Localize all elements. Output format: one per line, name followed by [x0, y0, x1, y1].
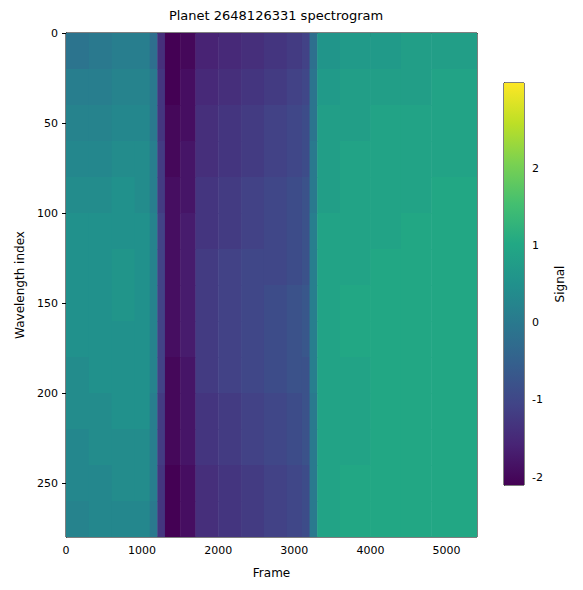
svg-text:Signal: Signal	[553, 266, 567, 303]
svg-text:0: 0	[51, 27, 58, 40]
svg-text:200: 200	[37, 387, 58, 400]
svg-text:-2: -2	[532, 471, 543, 484]
svg-text:50: 50	[44, 117, 58, 130]
svg-text:0: 0	[532, 316, 539, 329]
svg-text:Wavelength index: Wavelength index	[13, 231, 27, 339]
svg-text:-1: -1	[532, 393, 543, 406]
svg-text:2: 2	[532, 162, 539, 175]
svg-text:4000: 4000	[356, 544, 384, 557]
svg-text:100: 100	[37, 207, 58, 220]
svg-text:3000: 3000	[280, 544, 308, 557]
svg-text:1: 1	[532, 239, 539, 252]
svg-text:150: 150	[37, 297, 58, 310]
svg-text:2000: 2000	[204, 544, 232, 557]
svg-text:Planet 2648126331 spectrogram: Planet 2648126331 spectrogram	[169, 8, 383, 23]
svg-text:1000: 1000	[128, 544, 156, 557]
svg-text:0: 0	[63, 544, 70, 557]
svg-text:5000: 5000	[433, 544, 461, 557]
svg-text:250: 250	[37, 477, 58, 490]
svg-text:Frame: Frame	[253, 566, 290, 580]
